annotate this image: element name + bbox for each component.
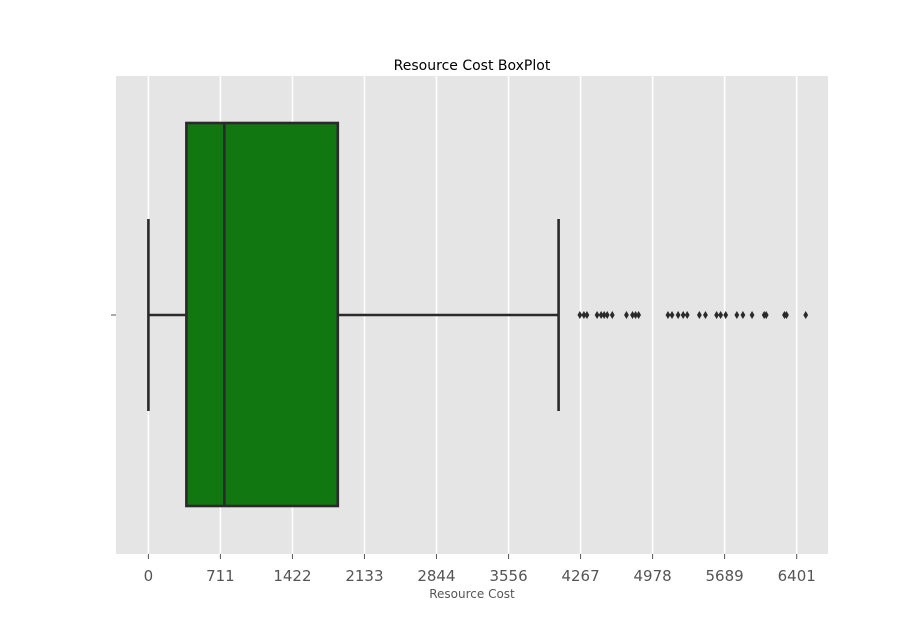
- outlier-point: [633, 311, 638, 319]
- outlier-point: [577, 311, 583, 319]
- x-axis-label: Resource Cost: [429, 587, 515, 601]
- outlier-point: [609, 311, 615, 319]
- outlier-point: [803, 311, 809, 319]
- outlier-point: [734, 311, 740, 319]
- outlier-point: [703, 311, 708, 319]
- outlier-point: [601, 311, 607, 319]
- outlier-point: [675, 311, 681, 319]
- x-tick-label: 1422: [273, 567, 311, 585]
- x-tick-label: 711: [206, 567, 235, 585]
- outlier-point: [723, 311, 729, 319]
- x-tick-label: 0: [144, 567, 154, 585]
- chart-title: Resource Cost BoxPlot: [394, 58, 551, 74]
- outlier-point: [584, 311, 590, 319]
- x-tick-label: 4267: [561, 567, 599, 585]
- outlier-point: [763, 311, 769, 319]
- outlier-point: [714, 311, 719, 319]
- outlier-point: [594, 311, 600, 319]
- box-plot: [147, 121, 560, 508]
- x-axis-ticks: 0 711 1422 2133 2844 3556 4267 4978 5689 6401: [111, 314, 816, 585]
- outlier-point: [696, 311, 702, 319]
- outlier-point: [636, 311, 642, 319]
- outliers: [577, 311, 809, 319]
- iqr-box: [185, 121, 340, 508]
- outlier-point: [740, 311, 746, 319]
- x-tick-label: 5689: [705, 567, 743, 585]
- outlier-point: [749, 311, 755, 319]
- x-tick-label: 2133: [345, 567, 383, 585]
- outlier-point: [718, 311, 724, 319]
- outlier-point: [684, 311, 690, 319]
- outlier-point: [624, 311, 629, 319]
- outlier-point: [604, 311, 610, 319]
- outlier-point: [598, 311, 604, 319]
- outlier-point: [630, 311, 635, 319]
- outlier-point: [669, 311, 675, 319]
- x-tick-label: 4978: [633, 567, 671, 585]
- x-tick-label: 3556: [489, 567, 527, 585]
- x-tick-label: 6401: [778, 567, 816, 585]
- outlier-point: [665, 311, 671, 319]
- outlier-point: [680, 311, 686, 319]
- outlier-point: [784, 311, 789, 319]
- outlier-point: [581, 311, 587, 319]
- x-tick-label: 2844: [417, 567, 455, 585]
